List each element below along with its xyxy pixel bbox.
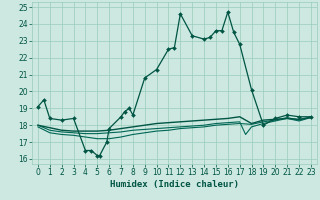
X-axis label: Humidex (Indice chaleur): Humidex (Indice chaleur) (110, 180, 239, 189)
